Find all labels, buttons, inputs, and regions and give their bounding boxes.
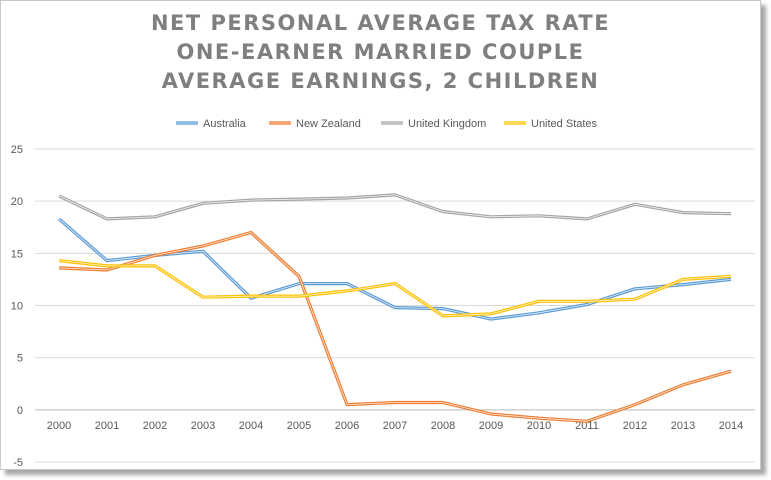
x-tick-label: 2014 [719,420,743,432]
chart-title-line-2: ONE-EARNER MARRIED COUPLE [176,40,585,64]
series-australia [57,217,732,321]
y-tick-label: 10 [11,301,23,313]
x-tick-label: 2012 [623,420,647,432]
y-tick-label: -5 [13,457,23,469]
x-tick-label: 2013 [671,420,695,432]
chart-title-line-3: AVERAGE EARNINGS, 2 CHILDREN [161,69,600,93]
chart-title-line-1: NET PERSONAL AVERAGE TAX RATE [150,11,611,35]
x-tick-label: 2003 [191,420,215,432]
legend-item-new-zealand: New Zealand [269,118,361,130]
legend-item-australia: Australia [176,118,247,130]
chart-title: NET PERSONAL AVERAGE TAX RATE ONE-EARNER… [1,9,760,96]
series-united-states [58,259,732,318]
legend-item-united-states: United States [504,118,598,130]
legend-label: United Kingdom [408,118,486,130]
series-line-highlight [58,194,732,220]
y-tick-label: 20 [11,196,23,208]
y-tick-label: 0 [17,405,23,417]
x-tick-label: 2010 [527,420,551,432]
series-united-kingdom [58,193,732,221]
chart-frame: NET PERSONAL AVERAGE TAX RATE ONE-EARNER… [0,0,761,470]
legend-item-united-kingdom: United Kingdom [381,118,486,130]
series-line-highlight [58,260,732,317]
legend-label: New Zealand [296,118,361,130]
line-chart: 25 20 15 10 5 0 -5 2000 2001 2002 2003 2004 2005 2006… [11,118,755,469]
series-line-highlight [58,232,732,422]
x-tick-label: 2011 [575,420,599,432]
y-tick-label: 15 [11,248,23,260]
x-tick-label: 2006 [335,420,359,432]
series-line-highlight [58,218,732,320]
y-tick-label: 25 [11,144,23,156]
x-tick-label: 2008 [431,420,455,432]
legend-label: Australia [203,118,247,130]
x-tick-label: 2009 [479,420,503,432]
x-tick-label: 2005 [287,420,311,432]
y-tick-label: 5 [17,353,23,365]
series-new-zealand [58,230,732,423]
x-tick-label: 2007 [383,420,407,432]
x-tick-label: 2004 [239,420,263,432]
series-line [58,230,732,423]
x-tick-label: 2001 [95,420,119,432]
x-tick-label: 2002 [143,420,167,432]
x-tick-label: 2000 [47,420,71,432]
legend-label: United States [531,118,598,130]
